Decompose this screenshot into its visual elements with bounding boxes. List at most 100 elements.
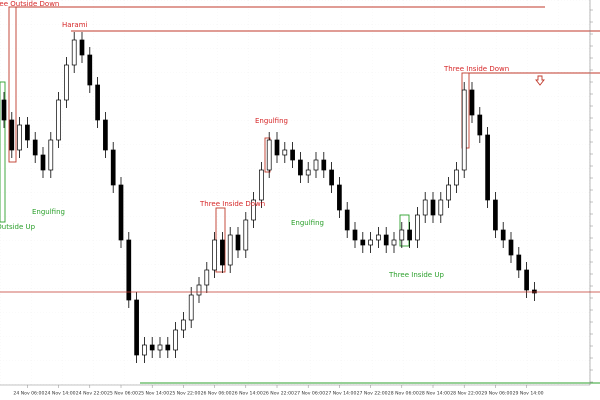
- candle-body: [485, 134, 490, 201]
- candle-body: [391, 239, 397, 246]
- candle-body: [454, 169, 459, 186]
- x-tick-label: 27 Nov 22:00: [357, 391, 388, 397]
- x-tick-label: 26 Nov 06:00: [201, 391, 232, 397]
- candle-body: [95, 84, 100, 121]
- candle-body: [415, 214, 420, 241]
- x-tick-label: 24 Nov 06:00: [13, 391, 44, 397]
- x-tick-label: 28 Nov 14:00: [419, 391, 450, 397]
- candle-body: [282, 149, 288, 156]
- candle-body: [235, 234, 241, 251]
- x-tick-label: 27 Nov 06:00: [294, 391, 325, 397]
- candle-body: [220, 239, 225, 266]
- candle-body: [134, 299, 139, 356]
- candle-body: [118, 184, 124, 241]
- candle-body: [321, 159, 327, 171]
- x-tick-label: 25 Nov 14:00: [138, 391, 169, 397]
- x-tick-label: 26 Nov 14:00: [232, 391, 263, 397]
- candle-body: [259, 169, 264, 201]
- candle-body: [337, 184, 342, 211]
- candle-body: [368, 239, 373, 246]
- candle-body: [181, 319, 186, 331]
- candle-body: [422, 199, 428, 216]
- grid: [0, 0, 590, 385]
- candle-body: [243, 219, 249, 251]
- candle-body: [329, 169, 334, 186]
- x-tick-label: 29 Nov 06:00: [481, 391, 512, 397]
- candle-body: [376, 234, 381, 241]
- candle-body: [461, 89, 467, 171]
- x-tick-label: 27 Nov 14:00: [325, 391, 356, 397]
- candle-body: [305, 169, 311, 176]
- candle-body: [266, 139, 272, 171]
- pattern-box: [0, 81, 6, 223]
- candle-body: [469, 89, 475, 116]
- candle-body: [251, 199, 256, 221]
- candle-body: [438, 199, 444, 216]
- x-tick-label: 25 Nov 22:00: [169, 391, 200, 397]
- pattern-label: Three Outside Up: [0, 223, 36, 231]
- candle-body: [500, 229, 506, 241]
- candle-body: [173, 329, 178, 351]
- x-tick-label: 29 Nov 14:00: [513, 391, 544, 397]
- pattern-label: Three Outside Down: [0, 0, 59, 8]
- candle-body: [524, 269, 529, 291]
- candle-body: [142, 344, 147, 356]
- candle-body: [103, 119, 108, 151]
- candle-body: [352, 229, 358, 241]
- candle-body: [493, 199, 498, 231]
- candle-body: [360, 239, 366, 246]
- candle-body: [477, 114, 483, 136]
- candle-body: [149, 344, 155, 351]
- candle-body: [344, 209, 350, 231]
- candle-body: [407, 229, 412, 241]
- pattern-label: Three Inside Up: [388, 271, 444, 279]
- candle-body: [313, 159, 319, 171]
- x-tick-label: 28 Nov 06:00: [388, 391, 419, 397]
- candle-body: [25, 124, 30, 141]
- candle-body: [274, 139, 280, 156]
- x-tick-label: 24 Nov 22:00: [76, 391, 107, 397]
- x-tick-label: 28 Nov 22:00: [450, 391, 481, 397]
- candle-body: [430, 199, 436, 216]
- candle-body: [227, 234, 233, 266]
- candle-body: [64, 64, 69, 101]
- candle-body: [110, 149, 116, 186]
- candle-body: [79, 39, 85, 56]
- pattern-label: Three Inside Down: [443, 65, 509, 73]
- pattern-label: Engulfing: [255, 117, 288, 125]
- candle-body: [87, 54, 93, 86]
- x-tick-label: 26 Nov 22:00: [263, 391, 294, 397]
- candle-body: [298, 159, 303, 176]
- candle-body: [48, 139, 54, 171]
- candle-body: [56, 99, 61, 141]
- candle-body: [383, 234, 389, 246]
- candle-body: [204, 269, 210, 286]
- candle-body: [32, 139, 38, 156]
- candle-body: [196, 284, 202, 296]
- pattern-label: Engulfing: [32, 208, 65, 216]
- candle-body: [17, 124, 22, 151]
- candle-body: [508, 239, 514, 256]
- x-tick-label: 24 Nov 14:00: [45, 391, 76, 397]
- candle-body: [126, 239, 132, 301]
- candle-body: [165, 344, 171, 351]
- pattern-label: Harami: [62, 21, 88, 29]
- candle-body: [188, 294, 194, 321]
- pattern-box: [8, 6, 17, 163]
- candle-body: [446, 184, 451, 201]
- candle-body: [71, 39, 77, 66]
- candle-body: [399, 229, 405, 241]
- candle-body: [9, 119, 15, 151]
- candle-body: [516, 254, 522, 271]
- sell-arrow: [535, 75, 545, 86]
- pattern-label: Engulfing: [291, 219, 324, 227]
- candle-body: [532, 289, 537, 294]
- candle-body: [157, 344, 163, 351]
- x-tick-label: 25 Nov 06:00: [107, 391, 138, 397]
- candle-body: [1, 99, 7, 121]
- candle-body: [290, 149, 295, 161]
- pattern-label: Three Inside Down: [199, 200, 265, 208]
- candle-body: [40, 154, 46, 171]
